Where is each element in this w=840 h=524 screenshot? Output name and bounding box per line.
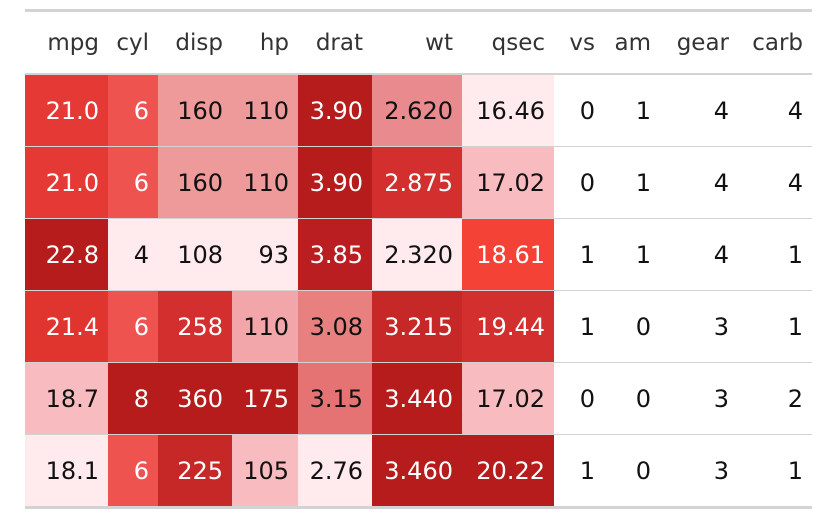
table-cell: 1 bbox=[554, 434, 604, 508]
header-row: mpg cyl disp hp drat wt qsec vs am gear carb bbox=[25, 10, 812, 75]
column-header: qsec bbox=[462, 10, 554, 75]
data-table: mpg cyl disp hp drat wt qsec vs am gear carb 21.0 6… bbox=[25, 9, 812, 509]
table-cell: 19.44 bbox=[462, 290, 554, 363]
table-cell: 6 bbox=[108, 290, 158, 363]
table-cell: 17.02 bbox=[462, 146, 554, 219]
table-cell: 175 bbox=[232, 362, 298, 435]
table-cell: 18.1 bbox=[25, 434, 108, 508]
table-cell: 0 bbox=[604, 434, 660, 508]
table-cell: 110 bbox=[232, 146, 298, 219]
table-cell: 0 bbox=[554, 362, 604, 435]
table-cell: 2 bbox=[738, 362, 812, 435]
table-row: 21.0 6 160 110 3.90 2.875 17.02 0 1 4 4 bbox=[25, 146, 812, 219]
table-cell: 1 bbox=[738, 434, 812, 508]
table-cell: 20.22 bbox=[462, 434, 554, 508]
column-header: cyl bbox=[108, 10, 158, 75]
table-cell: 2.875 bbox=[372, 146, 462, 219]
table-cell: 3 bbox=[660, 362, 738, 435]
table-cell: 4 bbox=[108, 218, 158, 291]
table-cell: 16.46 bbox=[462, 73, 554, 147]
table-cell: 93 bbox=[232, 218, 298, 291]
table-cell: 105 bbox=[232, 434, 298, 508]
table-cell: 3 bbox=[660, 434, 738, 508]
column-header: vs bbox=[554, 10, 604, 75]
column-header: wt bbox=[372, 10, 462, 75]
table-row: 21.4 6 258 110 3.08 3.215 19.44 1 0 3 1 bbox=[25, 290, 812, 363]
table-cell: 18.61 bbox=[462, 218, 554, 291]
table-row: 18.1 6 225 105 2.76 3.460 20.22 1 0 3 1 bbox=[25, 434, 812, 508]
column-header: gear bbox=[660, 10, 738, 75]
table-cell: 1 bbox=[554, 218, 604, 291]
table-cell: 110 bbox=[232, 73, 298, 147]
table-cell: 4 bbox=[660, 218, 738, 291]
column-header: hp bbox=[232, 10, 298, 75]
table-cell: 21.4 bbox=[25, 290, 108, 363]
table-cell: 4 bbox=[738, 146, 812, 219]
table-cell: 6 bbox=[108, 146, 158, 219]
table-cell: 2.320 bbox=[372, 218, 462, 291]
table-cell: 0 bbox=[604, 362, 660, 435]
table-cell: 18.7 bbox=[25, 362, 108, 435]
table-cell: 3.90 bbox=[298, 146, 372, 219]
table-cell: 3.460 bbox=[372, 434, 462, 508]
table-cell: 3.85 bbox=[298, 218, 372, 291]
table-cell: 108 bbox=[158, 218, 232, 291]
table-cell: 360 bbox=[158, 362, 232, 435]
table-cell: 160 bbox=[158, 146, 232, 219]
column-header: drat bbox=[298, 10, 372, 75]
table-cell: 258 bbox=[158, 290, 232, 363]
table-cell: 4 bbox=[738, 73, 812, 147]
table-cell: 160 bbox=[158, 73, 232, 147]
table-cell: 1 bbox=[738, 290, 812, 363]
table-cell: 3.215 bbox=[372, 290, 462, 363]
table-cell: 3.15 bbox=[298, 362, 372, 435]
table-cell: 2.76 bbox=[298, 434, 372, 508]
table-cell: 0 bbox=[554, 73, 604, 147]
table-cell: 3.90 bbox=[298, 73, 372, 147]
table-body: 21.0 6 160 110 3.90 2.620 16.46 0 1 4 4 21.0 6 160 110… bbox=[25, 73, 812, 508]
table-cell: 2.620 bbox=[372, 73, 462, 147]
table-cell: 21.0 bbox=[25, 73, 108, 147]
table-cell: 4 bbox=[660, 73, 738, 147]
table-cell: 0 bbox=[604, 290, 660, 363]
table-cell: 17.02 bbox=[462, 362, 554, 435]
table-cell: 3.08 bbox=[298, 290, 372, 363]
table-cell: 21.0 bbox=[25, 146, 108, 219]
table-cell: 1 bbox=[604, 73, 660, 147]
table-cell: 4 bbox=[660, 146, 738, 219]
table-row: 21.0 6 160 110 3.90 2.620 16.46 0 1 4 4 bbox=[25, 73, 812, 147]
table-cell: 1 bbox=[554, 290, 604, 363]
table-row: 22.8 4 108 93 3.85 2.320 18.61 1 1 4 1 bbox=[25, 218, 812, 291]
table-cell: 1 bbox=[738, 218, 812, 291]
table-cell: 6 bbox=[108, 434, 158, 508]
table-cell: 225 bbox=[158, 434, 232, 508]
column-header: carb bbox=[738, 10, 812, 75]
table-cell: 1 bbox=[604, 218, 660, 291]
table-cell: 110 bbox=[232, 290, 298, 363]
table-cell: 3.440 bbox=[372, 362, 462, 435]
table-cell: 0 bbox=[554, 146, 604, 219]
column-header: mpg bbox=[25, 10, 108, 75]
column-header: disp bbox=[158, 10, 232, 75]
table-cell: 1 bbox=[604, 146, 660, 219]
table-cell: 22.8 bbox=[25, 218, 108, 291]
table-cell: 8 bbox=[108, 362, 158, 435]
column-header: am bbox=[604, 10, 660, 75]
table-row: 18.7 8 360 175 3.15 3.440 17.02 0 0 3 2 bbox=[25, 362, 812, 435]
table-cell: 3 bbox=[660, 290, 738, 363]
table-cell: 6 bbox=[108, 73, 158, 147]
